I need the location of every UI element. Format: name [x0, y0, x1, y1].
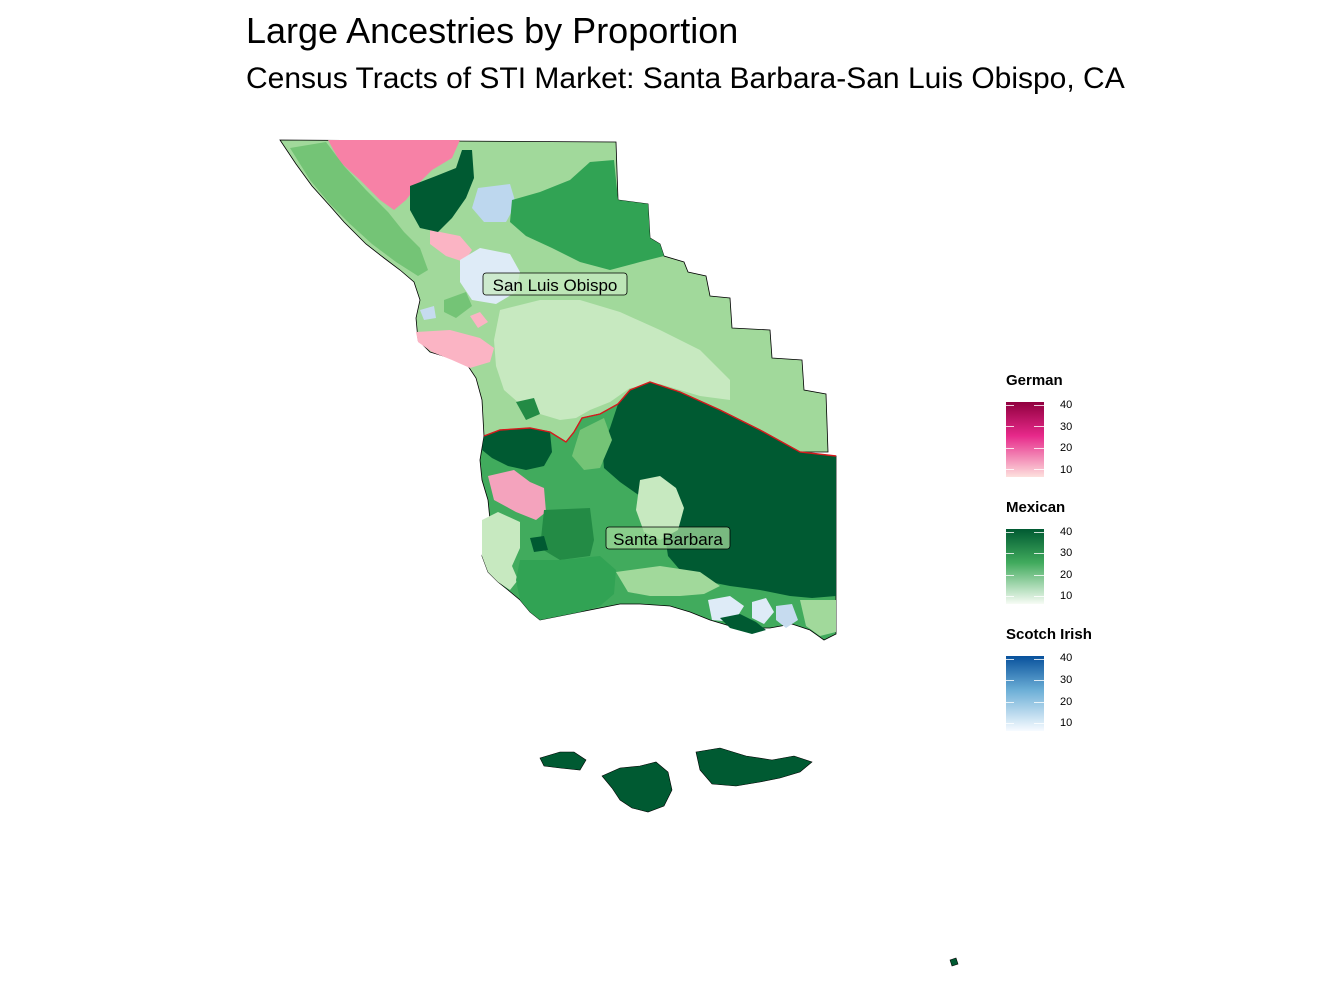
legend-german-bar [1006, 402, 1044, 477]
island-2 [601, 761, 673, 813]
tract-mex-small-1 [516, 398, 540, 420]
label-slo-text: San Luis Obispo [493, 276, 618, 295]
tract-mex-dark-paso [410, 150, 474, 232]
tract-mex-light-coastal [616, 566, 720, 596]
tract-german-2 [430, 230, 472, 262]
tract-mex-small-2 [444, 292, 472, 318]
label-san-luis-obispo: San Luis Obispo [482, 272, 628, 296]
county-boundary [483, 381, 837, 457]
tract-mex-light-center [572, 418, 612, 470]
tract-mex-south-coast [516, 556, 616, 620]
tract-scotch-1 [472, 184, 516, 222]
island-3 [695, 747, 813, 787]
tract-mex-light-south [494, 300, 730, 420]
map-subtitle: Census Tracts of STI Market: Santa Barba… [246, 62, 1125, 95]
tract-mex-dark-city [720, 614, 766, 634]
legend-german-tick-40: 40 [1060, 399, 1073, 411]
tract-mex-light-sw [482, 512, 520, 590]
tract-scotch-sb3 [776, 604, 798, 628]
legend-scotch-irish-tick-40: 40 [1060, 652, 1073, 664]
legend-scotch-irish-bar [1006, 656, 1044, 731]
legend-mexican-tick-40: 40 [1060, 526, 1073, 538]
legend-mexican-tick-10: 10 [1060, 590, 1073, 602]
island-1 [539, 751, 587, 771]
legend-scotch-irish-tick-20: 20 [1060, 696, 1073, 708]
tract-mex-light-valley [636, 476, 684, 540]
tract-scotch-small [420, 306, 436, 320]
legend-german-tick-30: 30 [1060, 421, 1073, 433]
island-4 [949, 957, 959, 967]
map-title: Large Ancestries by Proportion [246, 10, 739, 51]
legend-german-tick-20: 20 [1060, 442, 1073, 454]
legend-mexican-title: Mexican [1006, 499, 1066, 516]
tract-german-coast [416, 330, 494, 368]
legend-scotch-irish-title: Scotch Irish [1006, 626, 1092, 643]
legend-german-tick-10: 10 [1060, 464, 1073, 476]
legend-mexican: Mexican 40 30 20 10 [1006, 499, 1072, 604]
label-santa-barbara: Santa Barbara [605, 526, 731, 550]
legend-mexican-tick-30: 30 [1060, 547, 1073, 559]
tract-german-lompoc [488, 470, 546, 520]
tract-mex-med-lompoc [540, 508, 594, 560]
tract-mex-darkest-east [602, 382, 836, 598]
legend-scotch-irish-tick-30: 30 [1060, 674, 1073, 686]
legend-scotch-irish-tick-10: 10 [1060, 717, 1073, 729]
tract-mex-med-ne [510, 160, 664, 270]
legend-german: German 40 30 20 10 [1006, 372, 1072, 477]
legend-scotch-irish: Scotch Irish 40 30 20 10 [1006, 626, 1092, 731]
tract-mex-dark-santamaria [482, 428, 552, 470]
tract-german-north [328, 140, 460, 210]
label-sb-text: Santa Barbara [613, 530, 723, 549]
legend-mexican-tick-20: 20 [1060, 569, 1073, 581]
tract-scotch-sb2 [752, 598, 774, 624]
legend-mexican-bar [1006, 529, 1044, 604]
tract-mex-light-east [800, 600, 836, 636]
tract-mex-coast [290, 142, 428, 276]
tract-german-small [470, 312, 488, 328]
tract-mex-dark-small [530, 536, 548, 552]
legend-german-title: German [1006, 372, 1063, 389]
